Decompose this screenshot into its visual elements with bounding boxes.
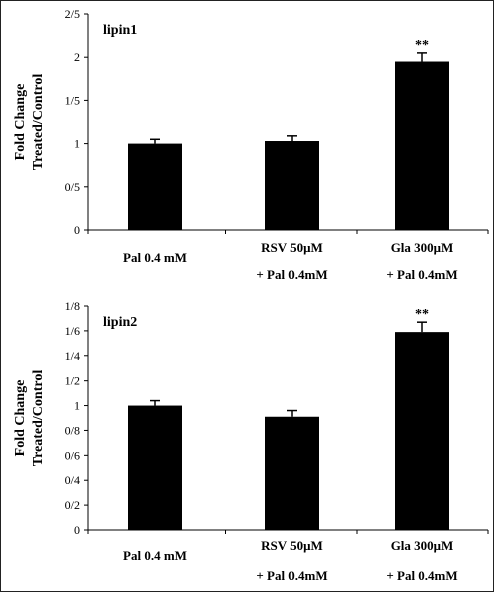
y-tick-label: 0/5 [65, 180, 80, 194]
x-category-label: + Pal 0.4mM [386, 267, 457, 282]
x-category-label: Pal 0.4 mM [123, 250, 187, 265]
significance-marker: ** [415, 307, 429, 322]
bar [128, 405, 182, 530]
y-tick-label: 1/2 [65, 374, 80, 388]
significance-marker: ** [415, 38, 429, 53]
y-tick-label: 1 [74, 137, 80, 151]
x-category-label: Pal 0.4 mM [123, 548, 187, 563]
y-tick-label: 0 [74, 523, 80, 537]
x-category-label: + Pal 0.4mM [256, 568, 327, 583]
bar [265, 141, 319, 230]
bar [128, 143, 182, 230]
y-tick-label: 0/6 [65, 448, 80, 462]
y-tick-label: 2/5 [65, 7, 80, 21]
y-tick-label: 1/4 [65, 349, 80, 363]
y-tick-label: 0 [74, 223, 80, 237]
x-category-label: RSV 50μM [261, 538, 323, 553]
y-tick-label: 1 [74, 399, 80, 413]
y-tick-label: 0/2 [65, 498, 80, 512]
x-category-label: Gla 300μM [391, 538, 454, 553]
bar [265, 416, 319, 530]
bar [395, 61, 449, 230]
x-category-label: + Pal 0.4mM [386, 568, 457, 583]
y-axis-label: Treated/Control [31, 74, 46, 171]
chart-title: lipin1 [103, 23, 137, 38]
y-tick-label: 1/6 [65, 324, 80, 338]
bar [395, 332, 449, 530]
y-axis-label: Fold Change [13, 84, 28, 161]
y-tick-label: 1/8 [65, 299, 80, 313]
x-category-label: RSV 50μM [261, 240, 323, 255]
y-axis-label: Treated/Control [31, 370, 46, 467]
y-tick-label: 0/4 [65, 473, 80, 487]
x-category-label: + Pal 0.4mM [256, 267, 327, 282]
y-tick-label: 1/5 [65, 93, 80, 107]
y-axis-label: Fold Change [13, 380, 28, 457]
chart-title: lipin2 [103, 315, 137, 330]
y-tick-label: 0/8 [65, 423, 80, 437]
y-tick-label: 2 [74, 50, 80, 64]
x-category-label: Gla 300μM [391, 240, 454, 255]
